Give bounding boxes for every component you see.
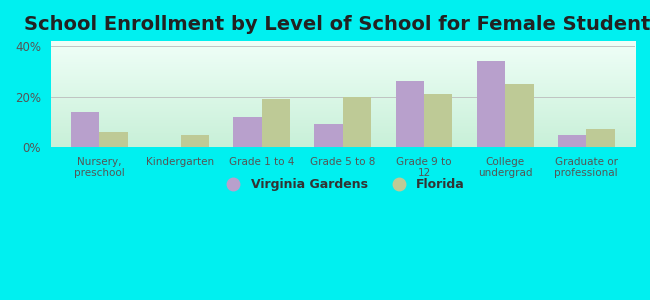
- Bar: [233, 117, 262, 147]
- Bar: [99, 132, 128, 147]
- Title: School Enrollment by Level of School for Female Students: School Enrollment by Level of School for…: [24, 15, 650, 34]
- Bar: [558, 134, 586, 147]
- Bar: [343, 97, 371, 147]
- Bar: [586, 130, 615, 147]
- Bar: [71, 112, 99, 147]
- Bar: [181, 134, 209, 147]
- Bar: [424, 94, 452, 147]
- Bar: [476, 61, 505, 147]
- Bar: [262, 99, 290, 147]
- Bar: [396, 82, 424, 147]
- Bar: [315, 124, 343, 147]
- Legend: Virginia Gardens, Florida: Virginia Gardens, Florida: [216, 173, 470, 196]
- Bar: [505, 84, 534, 147]
